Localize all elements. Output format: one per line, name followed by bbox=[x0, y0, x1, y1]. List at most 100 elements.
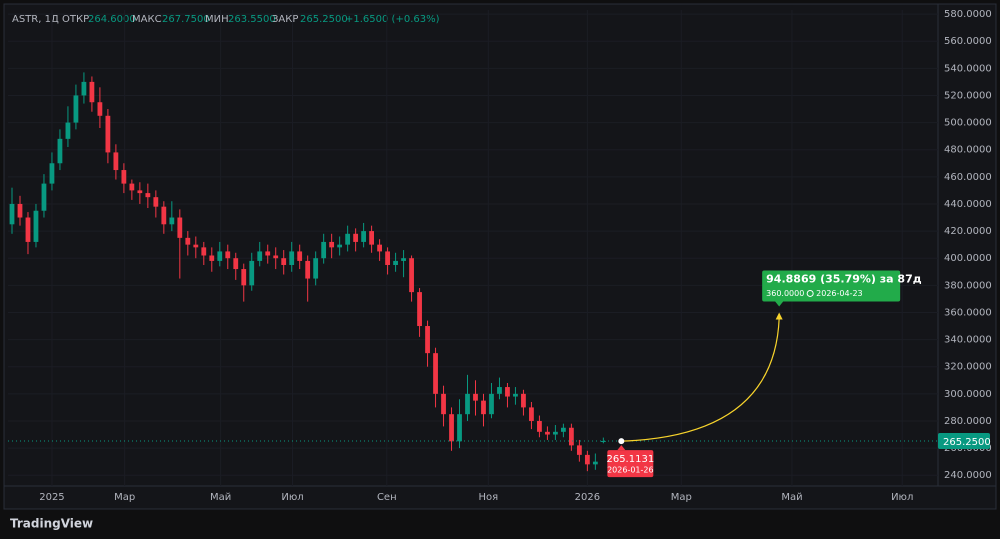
y-tick-label: 280.0000 bbox=[944, 416, 992, 427]
candle-body bbox=[297, 251, 303, 261]
candle-body bbox=[497, 387, 502, 394]
candle-body bbox=[97, 102, 103, 116]
candle-body bbox=[337, 244, 343, 248]
candle-body bbox=[281, 258, 287, 265]
x-tick-label: 2026 bbox=[575, 492, 600, 503]
candle-body bbox=[121, 170, 127, 184]
candle-body bbox=[113, 152, 119, 171]
candle-body bbox=[377, 244, 382, 252]
candle-body bbox=[161, 206, 167, 225]
candle-body bbox=[353, 233, 359, 242]
candle-body bbox=[225, 251, 231, 259]
candle-body bbox=[409, 258, 414, 293]
x-tick-label: Май bbox=[781, 492, 802, 503]
candle-body bbox=[369, 231, 375, 245]
candle-body bbox=[513, 393, 518, 397]
candle-body bbox=[313, 258, 319, 279]
y-tick-label: 540.0000 bbox=[944, 63, 992, 74]
candle-body bbox=[249, 260, 255, 286]
y-tick-label: 500.0000 bbox=[944, 118, 992, 129]
candle-body bbox=[457, 414, 462, 442]
candle-body bbox=[33, 210, 39, 242]
candle-body bbox=[209, 255, 215, 261]
candle-body bbox=[289, 251, 295, 265]
candle-body bbox=[169, 217, 175, 225]
candle-body bbox=[321, 241, 327, 259]
open: 264.6000 bbox=[88, 14, 136, 25]
x-tick-label: Мар bbox=[671, 492, 692, 503]
projection-arrow bbox=[775, 312, 783, 320]
projection-start bbox=[618, 438, 625, 445]
candle-body bbox=[449, 414, 454, 442]
x-tick-label: Мар bbox=[114, 492, 135, 503]
y-tick-label: 480.0000 bbox=[944, 145, 992, 156]
candle-body bbox=[129, 183, 135, 191]
symbol: ASTR, 1Д bbox=[12, 14, 59, 25]
y-tick-label: 460.0000 bbox=[944, 172, 992, 183]
y-tick-label: 340.0000 bbox=[944, 335, 992, 346]
plot-area bbox=[3, 3, 997, 510]
close-label: ЗАКР bbox=[272, 14, 298, 25]
candle-body bbox=[57, 138, 63, 164]
candle-body bbox=[465, 393, 470, 415]
candle-body bbox=[489, 393, 494, 415]
end-label: 94.8869 (35.79%) за 87д 360.0000 2026-04-2… bbox=[762, 270, 922, 307]
candle-body bbox=[305, 260, 311, 279]
candle-body bbox=[89, 81, 95, 103]
candle-body bbox=[329, 241, 335, 248]
open-label: ОТКР bbox=[62, 14, 89, 25]
candle-body bbox=[145, 193, 151, 198]
candle-body bbox=[73, 95, 79, 123]
end-box bbox=[762, 270, 901, 302]
candle-body bbox=[25, 217, 31, 242]
end-box-tip bbox=[775, 301, 784, 307]
start-value: 265.1131 bbox=[606, 454, 654, 465]
y-tick-label: 440.0000 bbox=[944, 199, 992, 210]
candle-body bbox=[600, 440, 606, 442]
candle-body bbox=[568, 427, 574, 446]
candle-body bbox=[137, 190, 143, 194]
candle-body bbox=[473, 393, 478, 401]
start-date: 2026-01-26 bbox=[607, 466, 654, 475]
candle-body bbox=[545, 431, 550, 435]
start-box-tip bbox=[617, 445, 626, 451]
candle-body bbox=[433, 353, 438, 394]
y-tick-label: 320.0000 bbox=[944, 362, 992, 373]
close: 265.2500 bbox=[300, 14, 348, 25]
candle-body bbox=[529, 407, 534, 421]
candle-body bbox=[425, 326, 430, 354]
candle-body bbox=[17, 203, 23, 218]
y-tick-label: 520.0000 bbox=[944, 90, 992, 101]
candle-body bbox=[584, 454, 590, 465]
candle-body bbox=[345, 233, 351, 245]
candle-body bbox=[81, 81, 87, 96]
last-price-box bbox=[938, 432, 990, 449]
candle-body bbox=[105, 115, 111, 153]
projection-curve bbox=[621, 318, 780, 442]
y-tick-label: 300.0000 bbox=[944, 389, 992, 400]
end-change: 94.8869 (35.79%) за 87д bbox=[766, 272, 922, 285]
x-tick-label: Май bbox=[210, 492, 231, 503]
candle-body bbox=[201, 247, 207, 256]
candle-body bbox=[561, 427, 566, 432]
change: +1.6500 (+0.63%) bbox=[345, 14, 440, 25]
candle-body bbox=[417, 292, 422, 327]
x-tick-label: Ноя bbox=[478, 492, 498, 503]
candle-body bbox=[385, 251, 390, 265]
clock-icon bbox=[806, 289, 814, 297]
x-tick-label: Июл bbox=[281, 492, 303, 503]
y-tick-label: 380.0000 bbox=[944, 280, 992, 291]
x-tick-label: Июл bbox=[891, 492, 913, 503]
candle-body bbox=[401, 258, 406, 261]
start-box bbox=[607, 450, 654, 478]
candle-body bbox=[9, 203, 15, 225]
high-label: МАКС bbox=[132, 14, 162, 25]
candle-body bbox=[217, 251, 223, 261]
brand: TradingView bbox=[10, 517, 93, 531]
candle-body bbox=[65, 122, 71, 139]
candle-body bbox=[393, 260, 398, 265]
candle-body bbox=[49, 163, 55, 184]
candle-body bbox=[41, 183, 47, 211]
